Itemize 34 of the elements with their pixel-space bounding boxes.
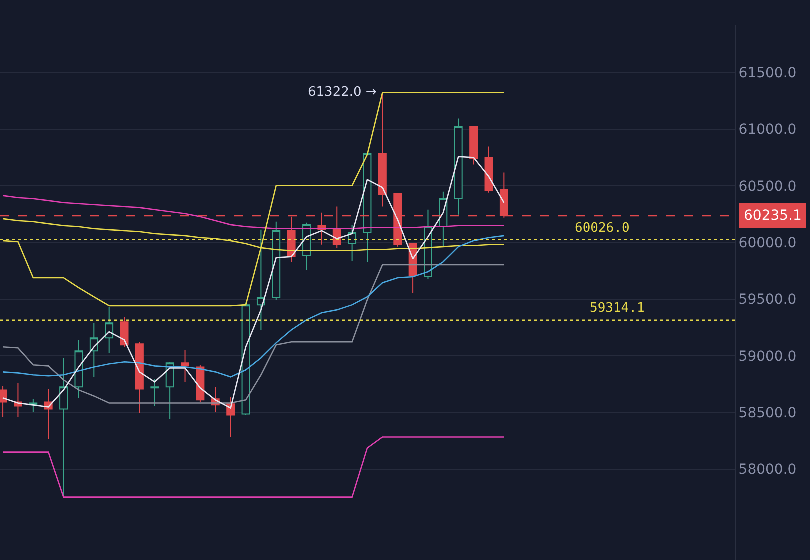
candlestick [60,358,68,498]
candlestick [0,386,8,418]
y-tick-label: 59000.0 [738,348,797,365]
candlestick [470,126,478,166]
y-tick-label: 58500.0 [738,406,797,422]
candlestick [166,362,174,420]
annotation: 61322.0 → [308,85,377,100]
line-series [2,235,505,378]
candlestick [272,221,281,300]
ref-line-label: 60235.1 [744,208,802,224]
candlestick [454,118,463,216]
candlestick [105,306,114,354]
y-tick-label: 60500.0 [738,178,797,195]
candlestick [484,146,494,194]
y-tick-label: 58000.0 [738,462,797,478]
candlestick [226,396,236,438]
y-tick-label: 61500.0 [738,66,797,82]
candlestick [181,350,190,383]
candlestick [378,92,387,208]
line-series [2,264,505,404]
candlestick [135,342,144,414]
y-tick-label: 61000.0 [738,122,797,138]
ref-line-label: 59314.1 [590,301,645,316]
candlestick [196,364,205,403]
ref-line-label: 60026.0 [575,221,630,236]
candlestick [150,378,160,407]
candlestick [90,322,98,378]
line-series [2,156,505,409]
y-tick-label: 60000.0 [738,236,797,252]
line-series [2,436,505,498]
candlestick [120,316,129,348]
y-tick-label: 59500.0 [738,292,797,308]
candlestick [256,229,266,331]
line-series [2,195,505,230]
